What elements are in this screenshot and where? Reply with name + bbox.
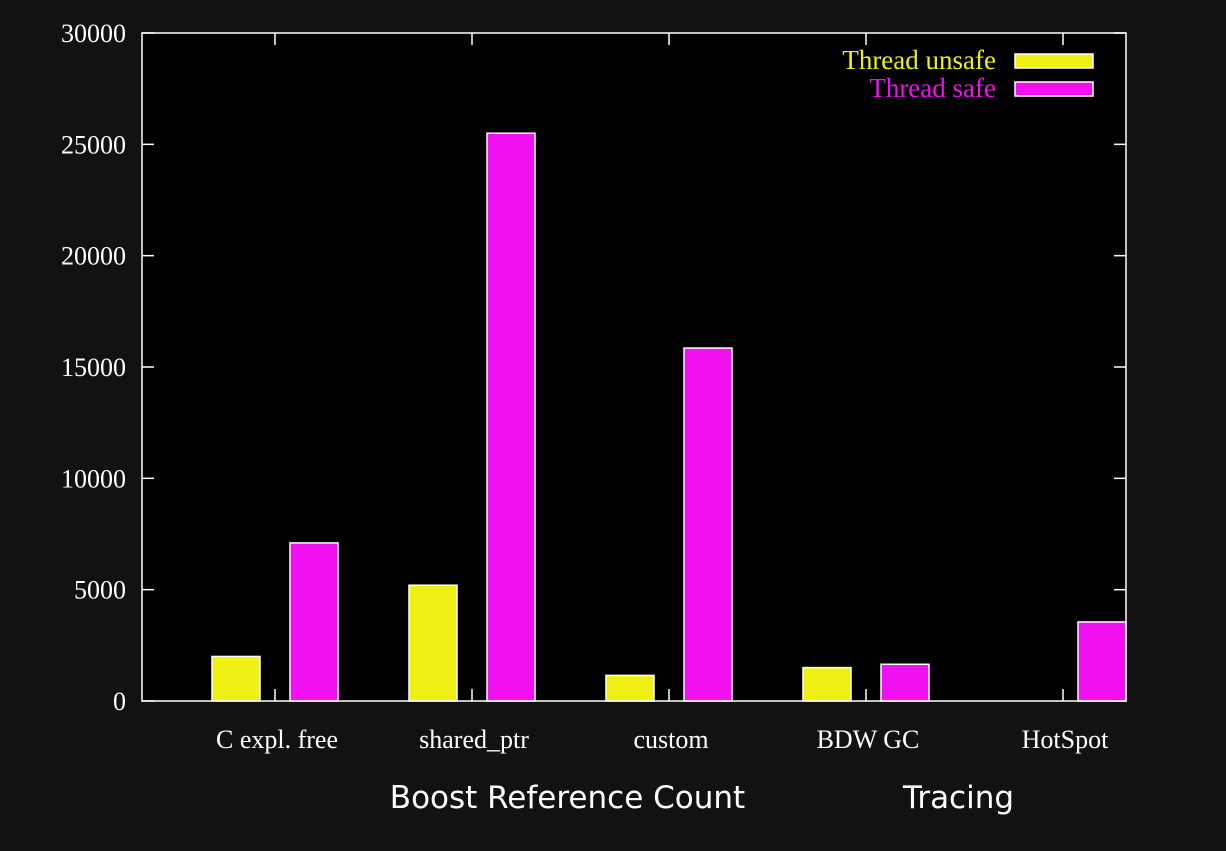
group-label: Boost Reference Count [390,780,745,816]
bar-thread-safe [289,542,339,702]
bar-thread-unsafe [605,674,655,702]
bar-thread-safe [683,347,733,702]
bar-thread-safe [486,132,536,702]
x-tick-label: C expl. free [216,725,338,754]
group-labels: Boost Reference Count Tracing [390,780,1014,816]
bar-thread-safe [880,663,930,702]
legend-swatch [1014,53,1094,69]
legend-swatch [1014,81,1094,97]
y-tick-label: 25000 [61,130,126,159]
bar-thread-unsafe [211,655,261,702]
plot-frame [141,32,1127,702]
y-tick-label: 5000 [74,576,126,605]
x-tick-label: custom [633,725,708,754]
bar-thread-unsafe [408,584,458,702]
x-tick-labels: C expl. free shared_ptr custom BDW GC HotSpo… [216,725,1109,754]
axis-ticks [142,32,1126,702]
x-tick-label: BDW GC [817,725,920,754]
group-label: Tracing [902,780,1014,816]
bar-thread-unsafe [802,666,852,702]
y-tick-label: 20000 [61,242,126,271]
y-tick-label: 30000 [61,19,126,48]
y-tick-label: 15000 [61,353,126,382]
x-tick-label: shared_ptr [419,725,529,754]
x-tick-label: HotSpot [1022,725,1109,754]
legend-label: Thread unsafe [842,45,996,75]
y-tick-label: 0 [113,687,126,716]
y-tick-label: 10000 [61,464,126,493]
legend-label: Thread safe [869,73,996,103]
bar-thread-safe [1077,621,1127,702]
y-tick-labels: 0 5000 10000 15000 20000 25000 30000 [61,19,126,716]
bars [211,132,1127,702]
